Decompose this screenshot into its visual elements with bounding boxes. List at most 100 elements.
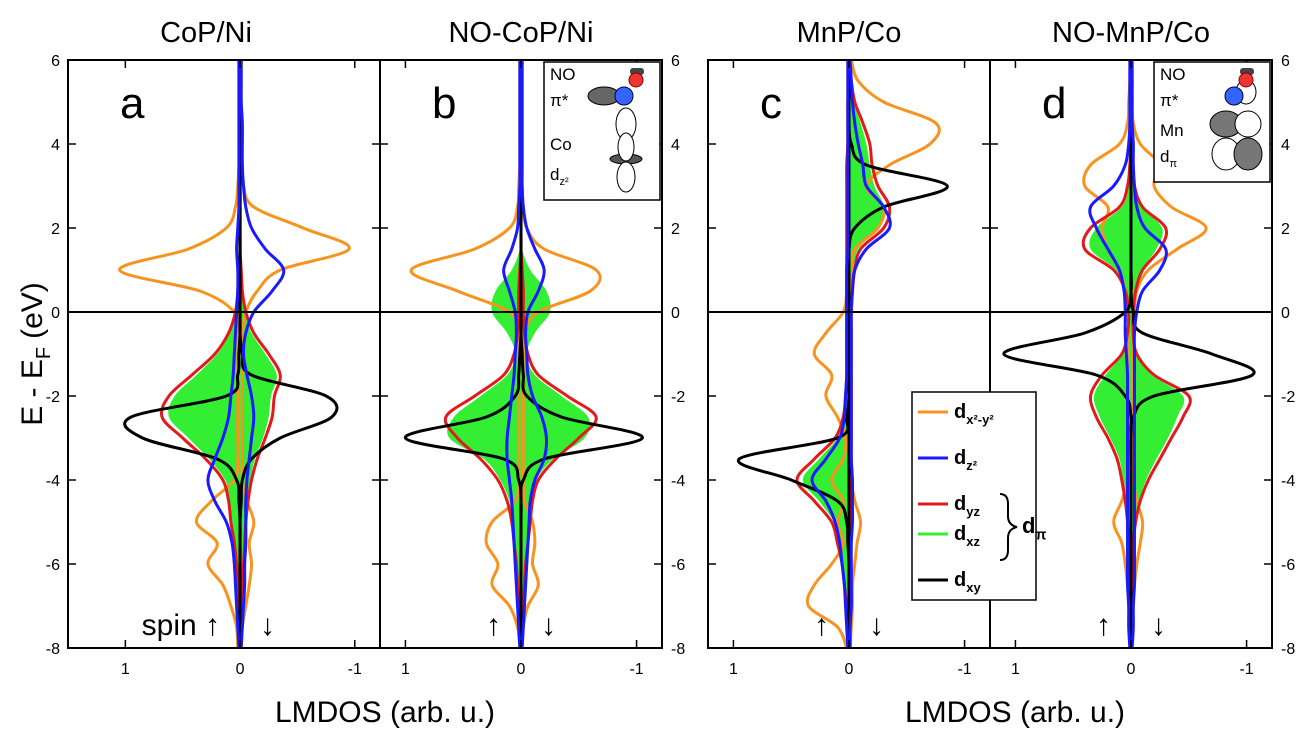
orbital-lobe bbox=[1234, 110, 1262, 138]
dos-curve bbox=[206, 60, 241, 648]
y-tick-label: -6 bbox=[671, 557, 685, 574]
legend-label-sub: z² bbox=[966, 458, 978, 473]
legend-label-main: d bbox=[954, 401, 966, 423]
dos-curve bbox=[810, 60, 850, 648]
inset-label: π* bbox=[1160, 91, 1179, 110]
inset-label: dz² bbox=[550, 165, 569, 188]
inset-label-main: π* bbox=[1160, 91, 1179, 110]
inset-label: π* bbox=[550, 91, 569, 110]
y-tick-label: -8 bbox=[46, 641, 60, 658]
dos-area bbox=[168, 60, 241, 648]
dos-curve bbox=[1130, 60, 1168, 648]
panel-title: NO-CoP/Ni bbox=[448, 17, 593, 49]
inset-label: Mn bbox=[1160, 121, 1184, 140]
panel-letter: d bbox=[1042, 79, 1066, 128]
x-tick-label: -1 bbox=[957, 661, 971, 678]
y-tick-label: -2 bbox=[671, 389, 685, 406]
y-tick-label: 6 bbox=[671, 53, 680, 70]
dos-area bbox=[447, 60, 522, 648]
y-tick-label: 0 bbox=[671, 305, 680, 322]
y-tick-label: 4 bbox=[51, 137, 60, 154]
y-label-sub: F bbox=[33, 347, 55, 359]
y-tick-label: -6 bbox=[46, 557, 60, 574]
orbital-lobe bbox=[616, 161, 636, 193]
dos-curve bbox=[1088, 60, 1132, 648]
y-tick-label: 4 bbox=[1281, 137, 1290, 154]
panel-plot bbox=[736, 60, 949, 648]
inset-label-sub: z² bbox=[559, 176, 569, 188]
panel-letter: b bbox=[432, 79, 456, 128]
x-tick-label: 1 bbox=[1011, 661, 1020, 678]
legend-label: dxy bbox=[954, 569, 981, 595]
y-tick-label: -2 bbox=[1281, 389, 1295, 406]
x-tick-label: 0 bbox=[236, 661, 245, 678]
y-label-main: E - E bbox=[16, 359, 49, 426]
legend-group-label: dπ bbox=[1022, 513, 1046, 544]
spin-down-label: ↓ bbox=[869, 609, 884, 642]
atom-o bbox=[1238, 72, 1254, 88]
dos-area bbox=[239, 60, 277, 648]
legend-label-sub: yz bbox=[966, 504, 980, 519]
inset-label-main: Co bbox=[550, 135, 572, 154]
legend-label-sub: xy bbox=[966, 580, 981, 595]
dos-curve bbox=[409, 60, 522, 648]
inset-label-main: Mn bbox=[1160, 121, 1184, 140]
legend-box bbox=[911, 391, 1037, 601]
inset-label-main: NO bbox=[550, 65, 576, 84]
y-tick-label: -4 bbox=[46, 473, 60, 490]
legend-label-main: d bbox=[954, 523, 966, 545]
y-tick-label: 2 bbox=[1281, 221, 1290, 238]
spin-up-label: ↑ bbox=[486, 609, 501, 642]
panel-plot bbox=[403, 60, 644, 648]
y-tick-label: 0 bbox=[1281, 305, 1290, 322]
dos-curve bbox=[848, 60, 892, 648]
inset-label-main: d bbox=[550, 165, 559, 184]
x-tick-label: -1 bbox=[629, 661, 643, 678]
legend-label: dxz bbox=[954, 523, 980, 549]
y-tick-label: -6 bbox=[1281, 557, 1295, 574]
y-tick-label: 0 bbox=[51, 305, 60, 322]
y-tick-label: -8 bbox=[1281, 641, 1295, 658]
y-tick-label: -8 bbox=[671, 641, 685, 658]
y-tick-label: 4 bbox=[671, 137, 680, 154]
legend-group-label-sub: π bbox=[1035, 528, 1046, 544]
inset-label: NO bbox=[550, 65, 576, 84]
y-label-unit: (eV) bbox=[16, 282, 49, 339]
legend-label: dz² bbox=[954, 447, 978, 473]
y-axis-label: E - EF (eV) bbox=[16, 282, 55, 426]
legend-group-label-main: d bbox=[1022, 513, 1035, 538]
y-tick-label: -2 bbox=[46, 389, 60, 406]
spin-down-label: ↓ bbox=[541, 609, 556, 642]
x-tick-label: 0 bbox=[1127, 661, 1136, 678]
inset-label-sub: π bbox=[1169, 158, 1177, 170]
atom-o bbox=[628, 72, 644, 88]
x-tick-label: -1 bbox=[348, 661, 362, 678]
orbital-lobe bbox=[1233, 137, 1263, 171]
legend-label-main: d bbox=[954, 493, 966, 515]
legend-label-main: d bbox=[954, 569, 966, 591]
inset-label: Co bbox=[550, 135, 572, 154]
atom-n bbox=[614, 86, 634, 106]
y-tick-label: -4 bbox=[1281, 473, 1295, 490]
y-tick-label: 6 bbox=[51, 53, 60, 70]
dos-area bbox=[848, 60, 884, 648]
inset-label-main: d bbox=[1160, 147, 1169, 166]
legend-brace bbox=[999, 493, 1018, 561]
legend-label-sub: xz bbox=[966, 534, 980, 549]
atom-n bbox=[1224, 86, 1244, 106]
legend-label: dyz bbox=[954, 493, 980, 519]
legend-label: dx²-y² bbox=[954, 401, 994, 427]
dos-curve bbox=[520, 60, 549, 648]
x-tick-label: 1 bbox=[729, 661, 738, 678]
dos-curve bbox=[443, 60, 523, 648]
x-tick-label: 1 bbox=[121, 661, 130, 678]
dos-curve bbox=[502, 60, 522, 648]
dos-curve bbox=[736, 60, 851, 648]
panel-letter: a bbox=[120, 79, 145, 128]
x-tick-label: 0 bbox=[517, 661, 526, 678]
x-axis-label: LMDOS (arb. u.) bbox=[275, 696, 495, 729]
inset-label-main: π* bbox=[550, 91, 569, 110]
inset-label-main: NO bbox=[1160, 65, 1186, 84]
panel-title: MnP/Co bbox=[797, 17, 902, 49]
panel-title: CoP/Ni bbox=[160, 17, 252, 49]
